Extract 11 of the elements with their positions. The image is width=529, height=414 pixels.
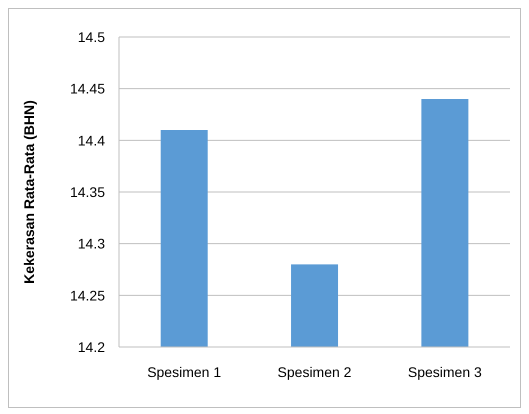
x-tick-label: Spesimen 3 [408, 364, 482, 380]
y-tick-label: 14.25 [70, 287, 106, 304]
y-tick-label: 14.5 [78, 28, 106, 45]
y-tick-label: 14.2 [78, 338, 106, 355]
y-tick-label: 14.45 [70, 80, 106, 97]
y-axis-title: Kekerasan Rata-Rata (BHN) [20, 100, 37, 284]
x-tick-label: Spesimen 1 [147, 364, 222, 380]
y-tick-label: 14.3 [78, 236, 106, 252]
y-tick-label: 14.4 [78, 132, 106, 148]
x-tick-label: Spesimen 2 [278, 364, 352, 380]
y-tick-label: 14.35 [70, 184, 106, 200]
